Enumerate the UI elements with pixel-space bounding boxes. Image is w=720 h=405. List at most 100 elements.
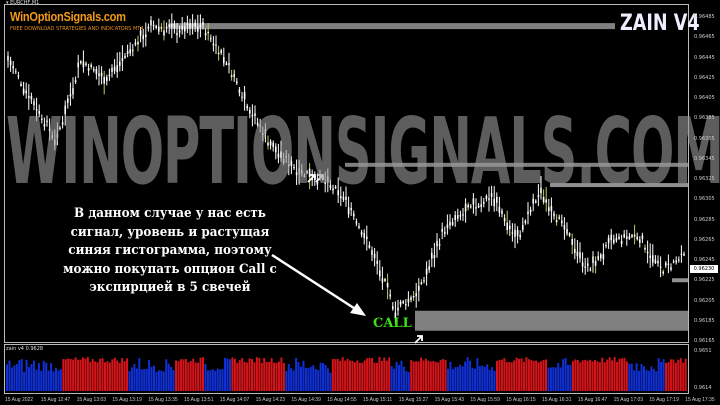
histogram-bar	[99, 358, 102, 391]
histogram-bar	[488, 369, 491, 391]
candle-body	[327, 176, 329, 182]
candle-body	[574, 248, 576, 254]
histogram-bar	[380, 361, 383, 391]
candle-body	[423, 280, 425, 282]
histogram-bar	[241, 358, 244, 391]
histogram-bar	[91, 359, 94, 391]
histogram-bar	[569, 364, 572, 391]
histogram-bar	[652, 368, 655, 391]
price-axis-label: 0.96285	[694, 216, 715, 223]
candle-body	[662, 271, 664, 274]
histogram-bar	[221, 369, 224, 391]
histogram-bar	[160, 370, 163, 391]
candle-body	[459, 215, 462, 217]
candle-body	[67, 98, 69, 103]
candle-body	[332, 188, 334, 191]
candle-body	[80, 61, 82, 64]
histogram-bar	[123, 361, 126, 391]
histogram-bar	[175, 360, 178, 391]
candle-body	[644, 247, 646, 250]
histogram-bar	[329, 372, 332, 391]
histogram-bar	[682, 362, 685, 391]
candle-body	[415, 293, 417, 297]
candle-body	[462, 214, 464, 216]
time-axis-label: 15 Aug 17:35	[685, 397, 715, 403]
candle-body	[249, 109, 251, 114]
candle-body	[514, 229, 516, 237]
candle-body	[288, 164, 290, 167]
histogram-bar	[532, 360, 535, 391]
histogram-bar	[331, 358, 334, 391]
histogram-bar	[371, 358, 374, 391]
watermark: WINOPTIONSIGNALS.COM	[6, 98, 720, 205]
candle-body	[522, 224, 524, 230]
price-axis-label: 0.96465	[694, 34, 715, 41]
resistance-level	[170, 23, 615, 30]
candle-body	[646, 251, 649, 254]
histogram-bar	[108, 362, 111, 391]
candle-body	[72, 88, 74, 95]
histogram-bar	[611, 360, 614, 391]
histogram-bar	[589, 359, 592, 391]
time-axis-label: 15 Aug 13:35	[148, 397, 178, 403]
histogram-bar	[665, 362, 668, 391]
pointer-arrow	[271, 253, 361, 314]
price-axis-label: 0.96165	[694, 338, 715, 344]
candle-body	[407, 298, 410, 303]
candle-body	[537, 195, 540, 198]
candle-body	[56, 133, 59, 139]
candle-body	[446, 224, 449, 228]
histogram-bar	[23, 371, 26, 391]
histogram-bar	[133, 363, 136, 391]
candle-body	[134, 42, 137, 45]
candle-body	[20, 83, 22, 87]
candle-body	[184, 26, 186, 32]
price-axis-label: 0.96445	[694, 54, 715, 61]
histogram-bar	[366, 358, 369, 391]
histogram-bar	[481, 365, 484, 391]
candle-body	[433, 255, 436, 259]
histogram-bar	[297, 362, 300, 391]
candle-body	[633, 234, 636, 237]
histogram-bar	[238, 360, 241, 391]
candle-body	[77, 62, 79, 68]
candle-body	[529, 209, 532, 213]
candle-body	[563, 225, 566, 230]
candle-body	[197, 26, 199, 32]
candle-body	[160, 26, 163, 29]
histogram-bar	[405, 371, 408, 391]
candle-body	[376, 260, 378, 264]
candle-body	[275, 146, 277, 153]
histogram-bar	[84, 358, 87, 391]
histogram-bar	[518, 358, 521, 391]
histogram-bar	[442, 359, 445, 391]
price-chart-frame	[4, 4, 689, 343]
candle-body	[51, 135, 53, 138]
candle-body	[405, 303, 407, 306]
histogram-bar	[211, 369, 214, 391]
candle-body	[347, 207, 350, 215]
candle-body	[85, 63, 87, 66]
histogram-bar	[55, 367, 57, 391]
histogram-bar	[422, 360, 425, 391]
candle-body	[181, 25, 183, 30]
candle-body	[532, 198, 534, 204]
candle-body	[137, 41, 139, 45]
histogram-bar	[10, 367, 13, 391]
histogram-bar	[6, 364, 8, 391]
candle-body	[457, 215, 459, 219]
histogram-bar	[437, 362, 440, 391]
histogram-bar	[214, 370, 217, 391]
candle-body	[641, 235, 644, 239]
histogram-bar	[603, 362, 606, 391]
candle-body	[607, 237, 610, 243]
candle-body	[587, 263, 589, 266]
candle-body	[337, 190, 339, 196]
histogram-bar	[483, 366, 486, 391]
histogram-bar	[140, 369, 143, 391]
time-axis-label: 15 Aug 16:47	[577, 397, 608, 403]
histogram-bar	[677, 359, 680, 391]
histogram-bar	[194, 362, 197, 391]
histogram-bar	[461, 366, 464, 391]
resistance-level	[345, 162, 688, 167]
